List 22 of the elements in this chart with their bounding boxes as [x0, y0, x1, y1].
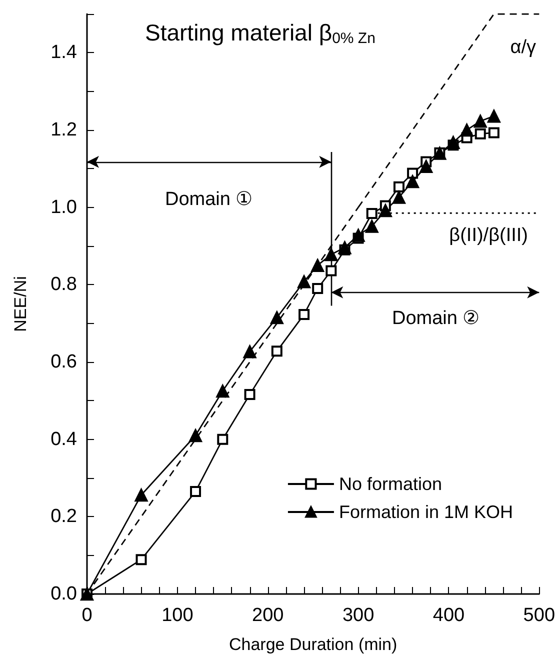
y-tick-label: 0.8 [50, 274, 77, 296]
x-tick-label: 500 [523, 605, 555, 626]
x-axis-title: Charge Duration (min) [228, 635, 398, 654]
annotation: α/γ [510, 37, 536, 58]
y-tick-label: 1.2 [50, 120, 77, 140]
y-tick-label: 0.6 [50, 352, 77, 372]
y-tick-label: 0.0 [50, 584, 77, 604]
legend-label: Formation in 1M KOH [338, 502, 514, 522]
legend-label: No formation [338, 474, 442, 494]
annotation: Domain ② [392, 308, 480, 329]
y-tick-label: 0.2 [50, 506, 77, 528]
x-tick-label: 100 [162, 605, 194, 626]
y-axis-title: NEE/Ni [11, 276, 30, 332]
y-tick-label: 1.0 [50, 196, 77, 218]
x-tick-label: 400 [432, 605, 465, 626]
x-tick-label: 0 [82, 605, 92, 626]
x-tick-label: 300 [342, 605, 374, 626]
annotation: β(II)/β(III) [449, 225, 528, 246]
y-tick-label: 1.4 [50, 42, 78, 64]
y-tick-label: 0.4 [50, 428, 78, 450]
annotation: Domain ① [165, 189, 253, 210]
x-tick-label: 200 [252, 605, 284, 626]
